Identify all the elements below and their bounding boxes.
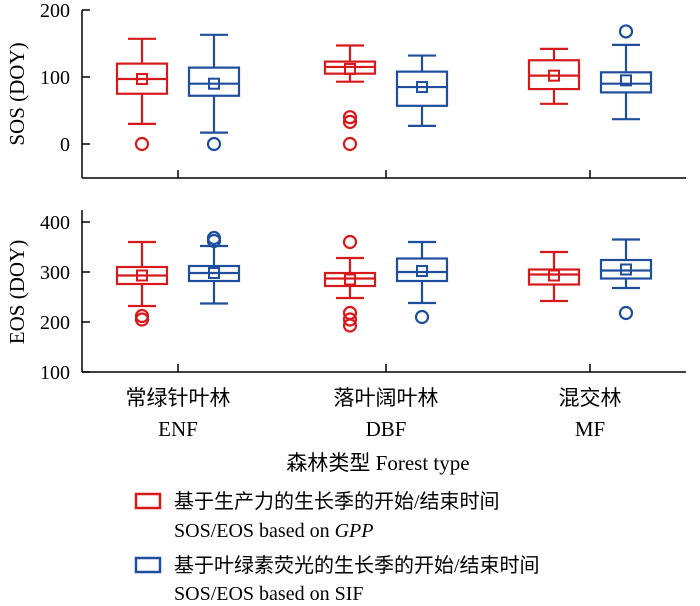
sos-y-axis-label: SOS (DOY)	[5, 42, 29, 145]
mean-marker	[416, 265, 428, 277]
outlier-point	[618, 305, 634, 321]
mean-marker	[620, 263, 632, 276]
eos-ytick-label: 200	[40, 312, 70, 334]
legend-sif-en: SOS/EOS based on SIF	[174, 583, 363, 605]
category-label-zh-mf: 混交林	[559, 386, 622, 410]
legend-swatch-gpp	[134, 492, 162, 510]
legend: 基于生产力的生长季的开始/结束时间 SOS/EOS based on GPP 基…	[134, 490, 540, 605]
legend-gpp-zh: 基于生产力的生长季的开始/结束时间	[174, 490, 500, 513]
outlier-point	[414, 309, 430, 325]
mean-marker	[344, 62, 356, 75]
eos-x-ticks	[177, 364, 591, 372]
eos-y-ticks: 100 200 300 400	[40, 212, 90, 384]
eos-ytick-label: 300	[40, 262, 70, 284]
box-sos-dbf-gpp	[323, 44, 377, 152]
legend-swatch-sif	[134, 556, 162, 574]
box-sos-enf-gpp	[115, 37, 169, 152]
mean-marker	[208, 267, 220, 279]
box-sos-enf-sif	[187, 33, 241, 152]
mean-marker	[620, 74, 632, 87]
legend-sif-zh: 基于叶绿素荧光的生长季的开始/结束时间	[174, 554, 540, 577]
eos-ytick-label: 400	[40, 212, 70, 234]
sos-boxes	[115, 24, 653, 152]
legend-gpp-en-prefix: SOS/EOS based on	[174, 520, 335, 542]
sos-x-ticks	[177, 170, 591, 178]
outlier-point	[206, 136, 222, 152]
box-sos-dbf-sif	[395, 54, 449, 128]
category-label-zh-enf: 常绿针叶林	[126, 386, 231, 410]
box-eos-enf-sif	[187, 230, 241, 305]
outlier-point	[206, 230, 222, 246]
outlier-point	[342, 312, 358, 327]
iqr-box	[187, 66, 241, 97]
eos-boxes	[115, 230, 653, 333]
category-labels: 常绿针叶林 ENF 落叶阔叶林 DBF 混交林 MF	[126, 386, 622, 441]
box-sos-mf-sif	[599, 24, 653, 121]
eos-panel: 100 200 300 400 EOS (DOY)	[5, 210, 686, 384]
outlier-point	[618, 24, 634, 39]
iqr-box	[395, 257, 449, 283]
mean-marker	[416, 81, 428, 94]
outlier-point	[342, 136, 358, 152]
box-eos-enf-gpp	[115, 240, 169, 327]
box-eos-dbf-sif	[395, 240, 449, 325]
legend-gpp-en-emph: GPP	[335, 520, 374, 542]
category-label-en-mf: MF	[575, 417, 605, 441]
sos-ytick-label: 100	[40, 67, 70, 89]
iqr-box	[395, 70, 449, 107]
sos-ytick-label: 200	[40, 0, 70, 22]
legend-sif-en-prefix: SOS/EOS based on SIF	[174, 583, 363, 605]
mean-marker	[208, 77, 220, 90]
outlier-point	[342, 305, 358, 321]
mean-marker	[344, 273, 356, 286]
mean-marker	[136, 269, 148, 282]
category-label-zh-dbf: 落叶阔叶林	[334, 386, 439, 410]
iqr-box	[599, 71, 653, 94]
mean-marker	[136, 73, 148, 86]
outlier-point	[134, 308, 150, 324]
category-label-en-enf: ENF	[158, 417, 198, 441]
legend-gpp-en: SOS/EOS based on GPP	[174, 520, 373, 542]
box-sos-mf-gpp	[527, 47, 581, 105]
mean-marker	[548, 69, 560, 82]
outlier-point	[342, 114, 358, 129]
sos-panel: 0 100 200 SOS (DOY)	[5, 0, 686, 179]
sos-y-ticks: 0 100 200	[40, 0, 90, 156]
outlier-point	[342, 234, 358, 250]
eos-y-axis-label: EOS (DOY)	[5, 240, 29, 344]
mean-marker	[548, 269, 560, 282]
eos-ytick-label: 100	[40, 362, 70, 384]
sos-ytick-label: 0	[60, 134, 70, 156]
category-label-en-dbf: DBF	[366, 417, 407, 441]
x-axis-title: 森林类型 Forest type	[286, 451, 469, 475]
box-eos-mf-sif	[599, 238, 653, 321]
iqr-box	[527, 268, 581, 286]
box-eos-mf-gpp	[527, 250, 581, 303]
iqr-box	[599, 258, 653, 280]
outlier-point	[134, 136, 150, 152]
box-eos-dbf-gpp	[323, 234, 377, 333]
outlier-point	[342, 110, 358, 125]
